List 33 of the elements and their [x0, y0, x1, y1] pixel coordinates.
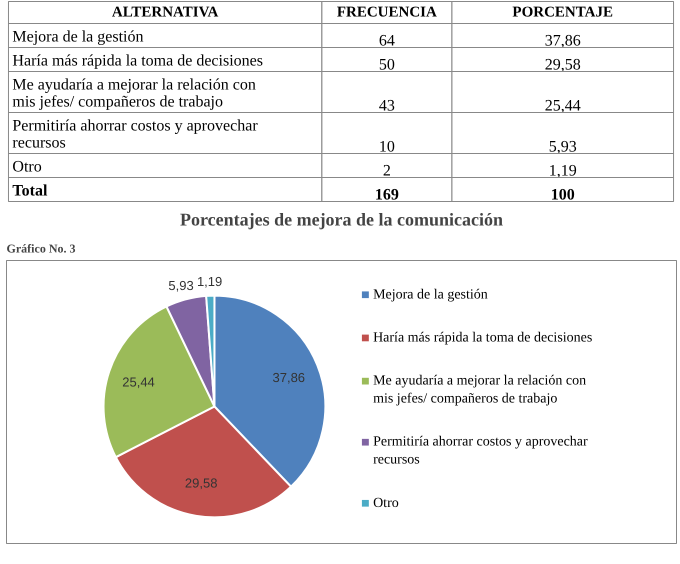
data-label: 43 — [378, 98, 395, 114]
category-label: Haría más rápida la toma de decisiones — [12, 52, 263, 70]
legend-label: Haría más rápida la toma de decisiones — [373, 330, 592, 346]
data-label: 25,44 — [122, 374, 155, 390]
legend-label: Mejora de la gestión — [373, 287, 488, 302]
legend-label: Otro — [373, 496, 399, 511]
data-label: 1,19 — [548, 162, 577, 180]
data-label: 29,58 — [184, 475, 218, 490]
category-label: Mejora de la gestión — [12, 28, 144, 46]
text: FRECUENCIA — [336, 4, 437, 20]
category-label: Total — [12, 182, 48, 200]
data-label: 2 — [382, 162, 391, 180]
legend-label: Me ayudaría a mejorar la relación con mis jefes/ compañeros de trabajo — [373, 374, 586, 407]
data-label: 5,93 — [168, 278, 194, 294]
text: Gráfico No. 3 — [6, 242, 76, 256]
category-label: Permitiría ahorrar costos y aprovechar recursos — [12, 118, 258, 152]
data-label: 10 — [378, 138, 395, 156]
legend-label: Permitiría ahorrar costos y aprovechar recursos — [373, 434, 588, 468]
data-label: 5,93 — [548, 138, 577, 156]
data-label: 64 — [378, 32, 395, 50]
data-label: 25,44 — [544, 98, 581, 114]
chart-title: Porcentajes de mejora de la comunicación — [180, 210, 504, 230]
category-label: Me ayudaría a mejorar la relación con mis jefes/ compañeros de trabajo — [12, 76, 256, 110]
text: PORCENTAJE — [512, 4, 613, 20]
text: ALTERNATIVA — [112, 4, 219, 20]
data-label: 29,58 — [544, 56, 581, 74]
data-label: 50 — [378, 56, 395, 74]
data-label: 37,86 — [544, 32, 581, 50]
data-label: 37,86 — [272, 370, 306, 386]
data-label: 169 — [374, 186, 399, 204]
data-label: 100 — [550, 186, 575, 204]
data-label: 1,19 — [196, 274, 222, 289]
category-label: Otro — [12, 158, 42, 176]
